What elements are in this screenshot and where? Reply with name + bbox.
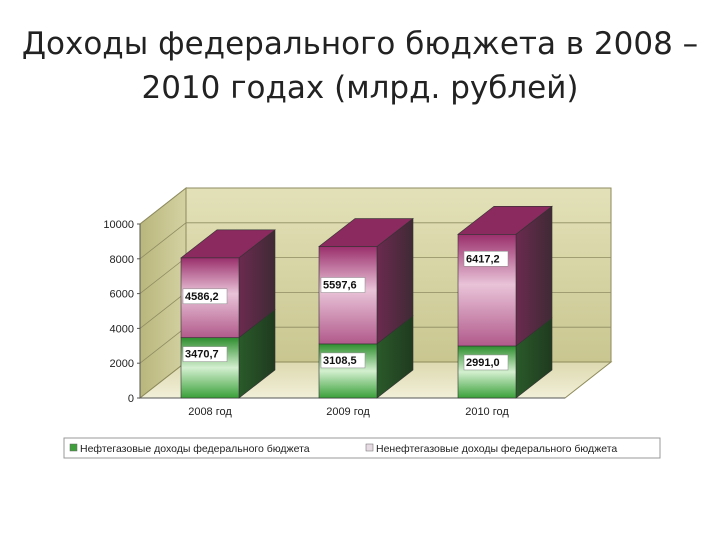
- legend-label: Нефтегазовые доходы федерального бюджета: [80, 443, 310, 455]
- legend-box: [63, 437, 661, 459]
- bar-segment: [318, 246, 378, 345]
- data-label: 2991,0: [466, 357, 500, 369]
- legend-swatch: [69, 443, 78, 452]
- data-label: 3470,7: [185, 349, 219, 361]
- data-label-box: [463, 251, 509, 267]
- legend-label: Ненефтегазовые доходы федерального бюдже…: [376, 443, 617, 455]
- data-label-box: [320, 277, 366, 293]
- bar-segment: [457, 233, 517, 347]
- y-tick-label: 4000: [110, 323, 134, 335]
- y-tick-label: 6000: [110, 289, 134, 301]
- y-tick-label: 8000: [110, 254, 134, 266]
- title-line-2: 2010 годах (млрд. рублей): [141, 70, 579, 106]
- bar-segment: [457, 345, 517, 399]
- x-category-label: 2010 год: [465, 406, 509, 418]
- gridline: [139, 187, 611, 225]
- bar-top: [180, 229, 276, 259]
- y-tick-label: 2000: [110, 358, 134, 370]
- data-label-box: [463, 354, 509, 371]
- side-wall: [139, 186, 187, 400]
- bar-top: [457, 205, 553, 235]
- title-line-1: Доходы федерального бюджета в 2008 –: [21, 26, 699, 62]
- slide-title: Доходы федерального бюджета в 2008 – 201…: [20, 22, 700, 110]
- data-label: 6417,2: [466, 253, 500, 265]
- x-category-label: 2008 год: [188, 406, 232, 418]
- gridline: [139, 222, 611, 260]
- data-label-box: [182, 346, 228, 362]
- legend-swatch: [365, 443, 374, 452]
- data-label-box: [182, 288, 228, 305]
- data-label-box: [320, 352, 366, 369]
- data-label: 3108,5: [323, 355, 357, 367]
- y-tick-label: 0: [128, 393, 134, 405]
- bar-segment: [318, 343, 378, 399]
- x-category-label: 2009 год: [326, 406, 370, 418]
- y-tick-label: 10000: [103, 219, 134, 231]
- data-label: 4586,2: [185, 291, 219, 303]
- data-label: 5597,6: [323, 280, 357, 292]
- bar-top: [318, 218, 414, 247]
